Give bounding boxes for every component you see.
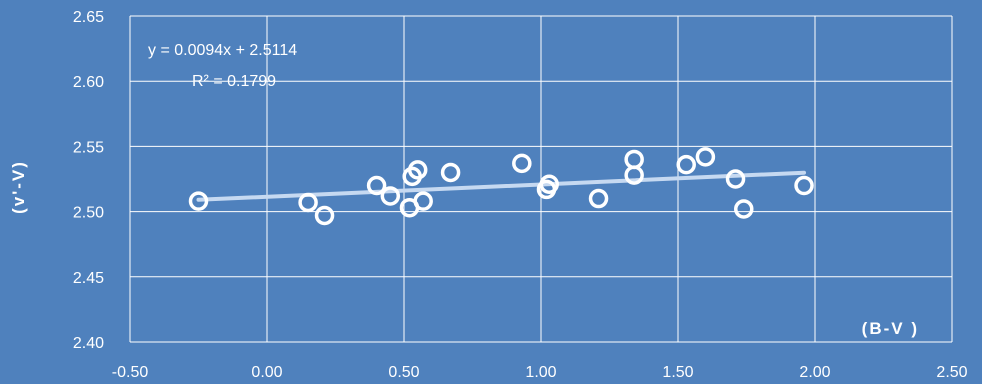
data-point <box>676 154 696 175</box>
trendline-layer <box>196 170 807 202</box>
x-tick-labels: -0.50 0.00 0.50 1.00 1.50 2.00 2.50 <box>112 364 968 381</box>
data-point <box>539 174 559 194</box>
data-point <box>794 175 814 196</box>
data-point <box>407 160 428 180</box>
data-point <box>413 191 433 211</box>
data-point <box>734 199 754 219</box>
trendline <box>196 170 807 202</box>
x-tick-label: 1.50 <box>662 364 693 381</box>
y-tick-label: 2.55 <box>73 139 104 156</box>
x-tick-label: 2.00 <box>799 364 830 381</box>
y-tick-label: 2.45 <box>73 270 104 287</box>
y-tick-label: 2.65 <box>73 9 104 26</box>
x-tick-label: 0.50 <box>388 364 419 381</box>
y-tick-labels: 2.40 2.45 2.50 2.55 2.60 2.65 <box>73 9 104 352</box>
data-point <box>366 175 387 196</box>
data-point <box>588 188 609 209</box>
data-point <box>512 153 532 174</box>
x-tick-label: -0.50 <box>112 364 149 381</box>
x-tick-label: 2.50 <box>936 364 967 381</box>
x-axis-title: (B-V ) <box>862 319 919 338</box>
data-point <box>725 169 746 189</box>
r-squared-label: R² = 0.1799 <box>192 73 276 90</box>
data-point <box>624 149 644 170</box>
data-point <box>624 165 644 185</box>
data-point <box>440 162 461 183</box>
data-points <box>188 147 814 226</box>
y-tick-label: 2.40 <box>73 335 104 352</box>
y-tick-label: 2.60 <box>73 74 104 91</box>
x-tick-label: 1.00 <box>525 364 556 381</box>
data-point <box>298 192 318 213</box>
trendline-equation: y = 0.0094x + 2.5114 <box>148 42 297 59</box>
data-point <box>314 205 335 226</box>
data-point <box>188 191 209 211</box>
data-point <box>695 147 716 167</box>
y-tick-label: 2.50 <box>73 205 104 222</box>
data-point <box>380 186 401 206</box>
x-tick-label: 0.00 <box>251 364 282 381</box>
y-axis-title: (v'-V) <box>9 160 28 214</box>
